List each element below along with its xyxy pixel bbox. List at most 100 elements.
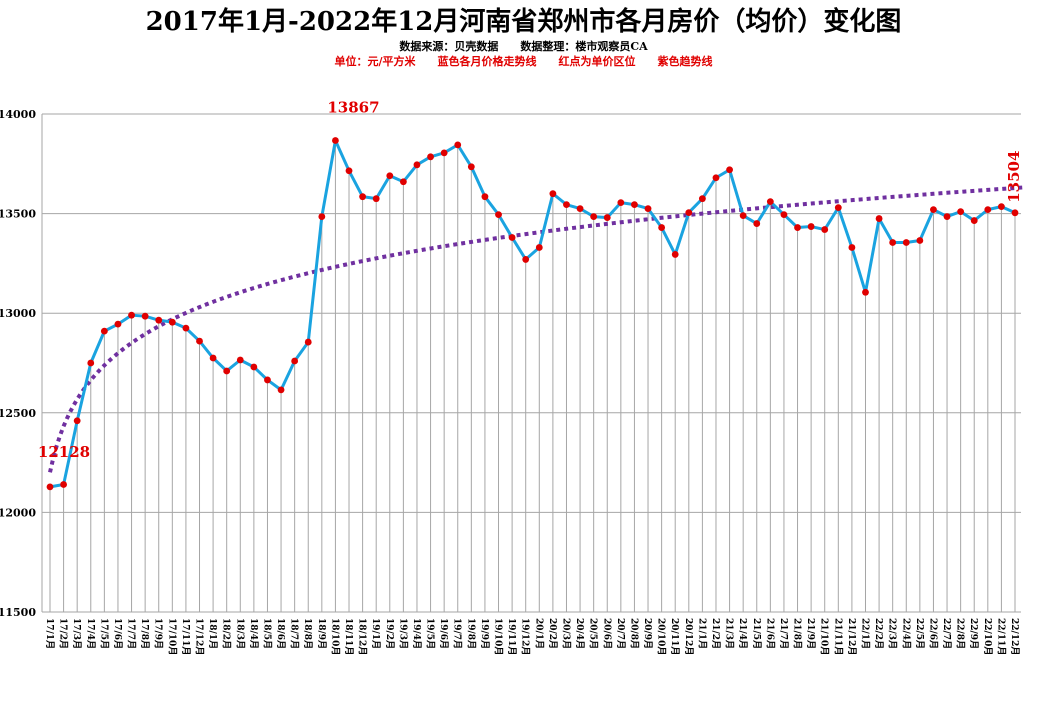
data-point [984, 206, 992, 214]
x-tick-label: 19/5月 [425, 618, 436, 649]
x-tick-label: 21/1月 [696, 618, 707, 649]
x-tick-label: 17/2月 [58, 618, 69, 649]
data-point [440, 149, 448, 157]
data-point [753, 220, 761, 227]
y-tick-label: 11500 [0, 606, 36, 619]
data-point [943, 213, 951, 220]
data-point [644, 205, 652, 213]
x-tick-label: 19/8月 [465, 618, 476, 649]
x-tick-label: 20/7月 [615, 618, 626, 649]
data-point [916, 237, 924, 244]
data-point [576, 205, 584, 213]
data-point [522, 256, 530, 263]
y-tick-label: 12000 [0, 506, 36, 519]
data-point [114, 320, 122, 328]
data-point [685, 209, 693, 217]
x-tick-label: 20/5月 [588, 618, 599, 649]
x-tick-label: 19/12月 [520, 618, 531, 655]
x-tick-label: 17/4月 [85, 618, 96, 649]
x-tick-label: 22/11月 [995, 618, 1006, 655]
x-tick-label: 17/8月 [139, 618, 150, 649]
chart-legend-note: 单位：元/平方米 蓝色各月价格走势线 红点为单价区位 紫色趋势线 [334, 55, 713, 68]
data-point [957, 208, 965, 216]
data-point [155, 316, 163, 324]
data-point [46, 483, 54, 491]
data-point [590, 213, 598, 220]
x-tick-label: 19/2月 [384, 618, 395, 649]
x-tick-label: 18/11月 [343, 618, 354, 655]
data-point [726, 166, 733, 174]
data-point [196, 337, 203, 345]
x-tick-label: 20/8月 [628, 618, 639, 649]
data-point [277, 386, 285, 394]
x-tick-label: 18/2月 [221, 618, 232, 649]
data-point [549, 190, 557, 198]
x-tick-label: 22/2月 [873, 618, 884, 649]
x-tick-label: 22/12月 [1009, 618, 1020, 655]
price-line [49, 138, 1016, 489]
x-tick-label: 19/11月 [506, 618, 517, 655]
x-tick-label: 21/6月 [764, 618, 775, 649]
x-tick-label: 17/5月 [98, 618, 109, 649]
trend-line [48, 185, 1026, 473]
data-point [209, 354, 217, 362]
x-tick-label: 20/11月 [669, 618, 680, 655]
x-tick-label: 21/5月 [751, 618, 762, 649]
x-tick-label: 19/1月 [370, 618, 381, 649]
data-point [345, 167, 353, 175]
x-tick-label: 18/5月 [261, 618, 272, 649]
chart-title: 2017年1月-2022年12月河南省郑州市各月房价（均价）变化图 [145, 7, 902, 37]
data-point [223, 367, 231, 375]
x-tick-label: 21/8月 [792, 618, 803, 649]
data-point [141, 312, 149, 320]
x-tick-label: 20/3月 [560, 618, 571, 649]
x-tick-label: 17/9月 [153, 618, 164, 649]
data-point [413, 161, 421, 169]
x-tick-label: 18/1月 [207, 618, 218, 649]
data-point [318, 213, 326, 220]
data-point [454, 141, 462, 149]
y-tick-label: 13500 [0, 208, 36, 221]
y-tick-label: 12500 [0, 407, 36, 420]
data-point [848, 244, 856, 251]
data-point [359, 193, 367, 201]
y-tick-label: 13000 [0, 307, 36, 320]
data-point [427, 153, 434, 161]
data-point [87, 359, 95, 367]
data-point [862, 288, 869, 296]
data-point [889, 239, 897, 246]
data-point [291, 357, 299, 365]
x-tick-label: 19/9月 [479, 618, 490, 649]
x-tick-label: 22/5月 [914, 618, 925, 649]
data-point [372, 195, 380, 203]
x-tick-label: 20/12月 [683, 618, 694, 655]
data-point [834, 204, 842, 212]
x-tick-label: 20/4月 [574, 618, 585, 649]
x-tick-label: 19/3月 [397, 618, 408, 649]
data-point [617, 199, 625, 207]
data-point [807, 223, 815, 230]
data-point [495, 211, 502, 218]
x-tick-label: 19/7月 [452, 618, 463, 649]
x-tick-label: 18/12月 [357, 618, 368, 655]
data-point [603, 214, 611, 221]
x-tick-label: 17/6月 [112, 618, 123, 649]
data-point [998, 203, 1005, 211]
x-tick-label: 21/7月 [778, 618, 789, 649]
x-tick-label: 20/10月 [656, 618, 667, 655]
chart-subtitle: 数据来源：贝壳数据 数据整理：楼市观察员CA [399, 40, 648, 53]
x-tick-label: 18/8月 [302, 618, 313, 649]
x-tick-label: 20/6月 [601, 618, 612, 649]
data-point [658, 224, 666, 231]
data-point [780, 211, 788, 218]
data-point [698, 195, 706, 203]
data-point [508, 234, 516, 241]
data-point [631, 201, 638, 209]
data-point [60, 481, 67, 488]
x-tick-label: 20/9月 [642, 618, 653, 649]
x-tick-label: 22/4月 [900, 618, 911, 649]
data-point [794, 224, 801, 231]
data-point [766, 198, 774, 206]
